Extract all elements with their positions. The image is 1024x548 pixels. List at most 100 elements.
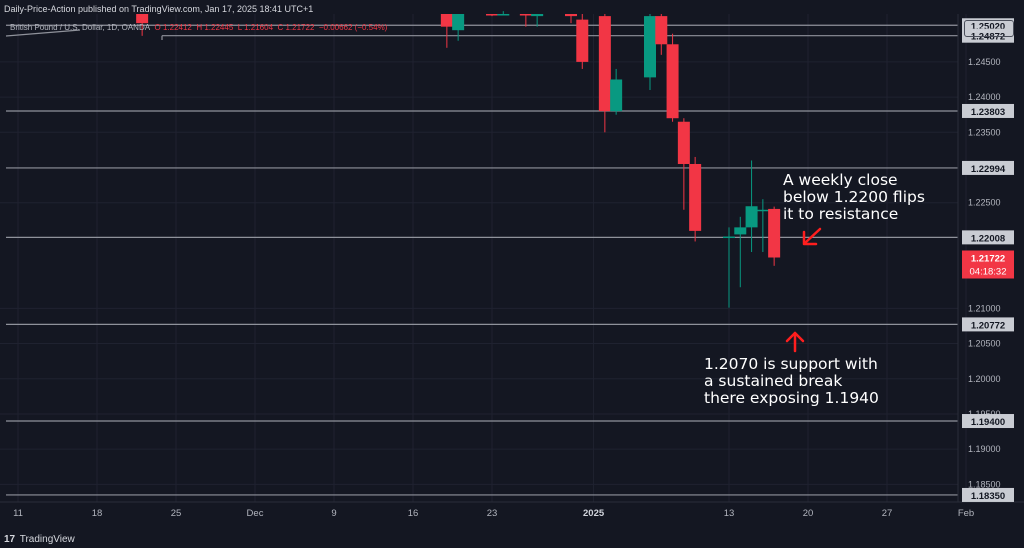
time-tick-label: 23 xyxy=(487,508,498,519)
tradingview-logo-icon: 17 xyxy=(4,534,16,545)
candle-body xyxy=(497,14,510,16)
bearish-candle[interactable] xyxy=(519,14,532,27)
price-tick-label: 1.24000 xyxy=(968,92,1001,102)
bullish-candle[interactable] xyxy=(756,199,769,253)
bearish-candle[interactable] xyxy=(486,14,498,17)
price-tick-label: 1.20000 xyxy=(968,374,1001,384)
time-tick-label: 9 xyxy=(331,508,336,519)
price-tick-label: 1.23500 xyxy=(968,127,1001,137)
candle-body xyxy=(440,14,453,27)
bearish-candle[interactable] xyxy=(565,14,577,24)
annotation-arrows xyxy=(785,227,822,353)
bullish-candle[interactable] xyxy=(734,216,747,288)
level-label-box xyxy=(962,160,1014,175)
level-label: 1.24872 xyxy=(971,32,1005,43)
legend-high: H 1.22445 xyxy=(196,23,234,32)
brand-name: TradingView xyxy=(19,534,75,545)
candle-body xyxy=(677,121,690,164)
time-tick-label: Dec xyxy=(247,508,264,519)
resistance-arrow xyxy=(802,227,822,246)
level-label-box xyxy=(962,317,1014,332)
bullish-candle[interactable] xyxy=(452,14,465,41)
time-tick-label: Feb xyxy=(958,508,974,519)
bullish-candle[interactable] xyxy=(745,160,758,253)
trend-line[interactable] xyxy=(5,29,81,37)
candle-body xyxy=(565,14,577,17)
price-tick-label: 1.20500 xyxy=(968,339,1001,349)
tradingview-footer[interactable]: 17 TradingView xyxy=(4,534,75,545)
bearish-candle[interactable] xyxy=(598,14,611,133)
price-tick-label: 1.21000 xyxy=(968,303,1001,313)
bearish-candle[interactable] xyxy=(136,14,149,36)
bearish-candle[interactable] xyxy=(440,14,453,48)
candle-body xyxy=(644,16,656,78)
candle-body xyxy=(519,14,532,16)
candle-body xyxy=(136,14,149,24)
resistance-note-line: below 1.2200 flips xyxy=(783,188,925,206)
bearish-candle[interactable] xyxy=(768,206,781,266)
time-tick-label: 25 xyxy=(171,508,182,519)
candle-body xyxy=(734,227,747,235)
candle-body xyxy=(531,14,544,17)
legend-symbol[interactable]: British Pound / U.S. Dollar, 1D, OANDA xyxy=(10,23,151,32)
candle-body xyxy=(756,209,769,212)
current-price-box xyxy=(962,250,1014,279)
level-label: 1.18350 xyxy=(971,491,1005,502)
level-label-box xyxy=(962,230,1014,245)
bullish-candle[interactable] xyxy=(610,68,623,115)
candles[interactable] xyxy=(136,11,781,308)
bullish-candle[interactable] xyxy=(497,11,510,16)
resistance-note-line: A weekly close xyxy=(783,171,898,189)
support-note-line: there exposing 1.1940 xyxy=(704,389,879,407)
legend-close: C 1.21722 xyxy=(277,23,315,32)
ohlc-legend: British Pound / U.S. Dollar, 1D, OANDA O… xyxy=(10,23,387,32)
legend-change: −0.00662 (−0.54%) xyxy=(318,23,388,32)
level-label-box xyxy=(962,414,1014,429)
candle-body xyxy=(576,19,589,62)
level-label-box xyxy=(962,28,1014,43)
price-axis[interactable]: 1.24500 1.24000 1.23500 1.22500 1.21000 1.205… xyxy=(968,57,1001,490)
candle-body xyxy=(768,208,781,258)
legend-open: O 1.22412 xyxy=(154,23,192,32)
level-label: 1.22008 xyxy=(971,233,1005,244)
time-tick-label: 18 xyxy=(92,508,103,519)
bearish-candle[interactable] xyxy=(689,156,702,242)
candle-body xyxy=(655,16,668,45)
level-label: 1.20772 xyxy=(971,320,1005,331)
price-tick-label: 1.19500 xyxy=(968,409,1001,419)
horizontal-levels[interactable] xyxy=(5,24,958,496)
bearish-candle[interactable] xyxy=(655,14,668,55)
time-tick-label: 2025 xyxy=(583,508,605,519)
time-tick-label: 27 xyxy=(882,508,893,519)
level-label: 1.22994 xyxy=(971,164,1006,175)
support-note: 1.2070 is support with a sustained break… xyxy=(704,356,879,407)
time-tick-label: 16 xyxy=(408,508,419,519)
countdown-label: 04:18:32 xyxy=(970,267,1007,278)
bearish-candle[interactable] xyxy=(576,14,589,69)
bearish-candle[interactable] xyxy=(666,33,679,122)
publisher-line: Daily-Price-Action published on TradingV… xyxy=(4,4,314,14)
price-tick-label: 1.24500 xyxy=(968,57,1001,67)
time-axis[interactable]: 11 18 25 Dec 9 16 23 2025 13 20 27 Feb xyxy=(13,508,974,519)
candle-body xyxy=(452,14,465,31)
currency-button[interactable]: USD xyxy=(964,20,1014,37)
resistance-note: A weekly close below 1.2200 flips it to … xyxy=(783,172,925,223)
time-tick-label: 11 xyxy=(13,508,23,519)
candle-body xyxy=(666,44,679,119)
support-arrow xyxy=(785,331,805,353)
bullish-candle[interactable] xyxy=(531,14,544,27)
level-label-box xyxy=(962,487,1014,502)
legend-low: L 1.21604 xyxy=(237,23,274,32)
candle-body xyxy=(598,16,611,112)
candle-body xyxy=(745,206,758,228)
time-tick-label: 20 xyxy=(803,508,814,519)
bearish-candle[interactable] xyxy=(677,118,690,210)
price-tick-label: 1.19000 xyxy=(968,444,1001,454)
bullish-candle[interactable] xyxy=(644,14,656,91)
level-label-box xyxy=(962,103,1014,118)
candle-body xyxy=(486,14,498,16)
bullish-candle[interactable] xyxy=(723,227,735,308)
candle-body xyxy=(723,236,735,239)
